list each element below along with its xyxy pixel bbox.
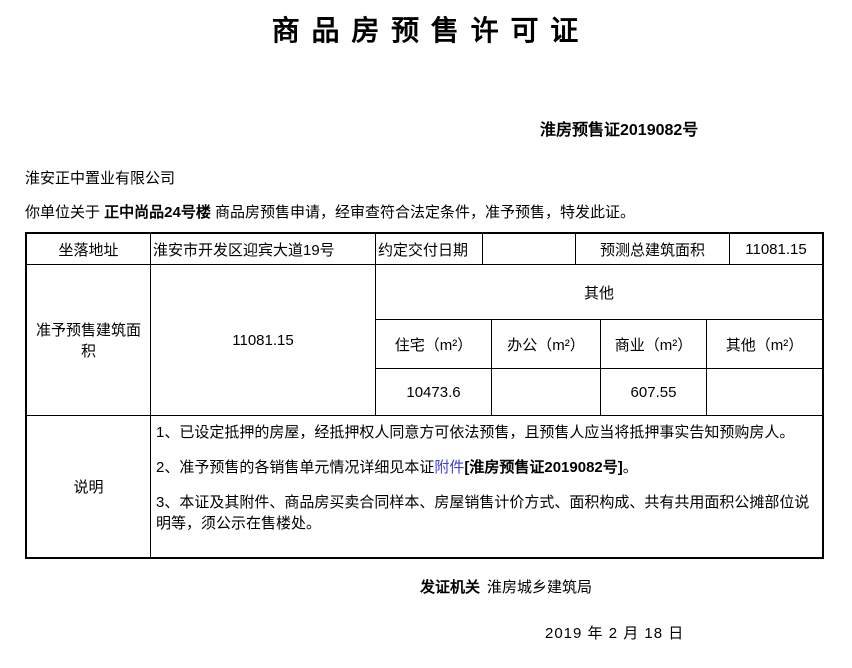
notes-content: 1、已设定抵押的房屋，经抵押权人同意方可依法预售，且预售人应当将抵押事实告知预购… bbox=[150, 416, 822, 557]
company-name: 淮安正中置业有限公司 bbox=[25, 170, 176, 187]
issue-date: 2019 年 2 月 18 日 bbox=[545, 625, 685, 642]
page-title: 商 品 房 预 售 许 可 证 bbox=[271, 15, 581, 46]
commercial-value-cell: 607.55 bbox=[600, 369, 706, 415]
cert-number: 淮房预售证2019082号 bbox=[540, 122, 699, 139]
note-2-cert-ref: [淮房预售证2019082号] bbox=[464, 458, 623, 476]
intro-prefix: 你单位关于 bbox=[25, 204, 105, 221]
address-value-cell: 淮安市开发区迎宾大道19号 bbox=[150, 234, 375, 264]
attachment-link[interactable]: 附件 bbox=[434, 458, 465, 476]
intro-line: 你单位关于 正中尚品24号楼 商品房预售申请，经审查符合法定条件，准予预售，特发… bbox=[25, 201, 635, 222]
delivery-date-label-cell: 约定交付日期 bbox=[375, 234, 482, 264]
intro-building-name: 正中尚品24号楼 bbox=[104, 204, 211, 221]
address-label-cell: 坐落地址 bbox=[58, 241, 119, 259]
approved-area-total-cell: 11081.15 bbox=[150, 265, 375, 415]
note-2-suffix: 。 bbox=[622, 458, 638, 476]
total-area-value-cell: 11081.15 bbox=[729, 234, 822, 264]
permit-table: 坐落地址 淮安市开发区迎宾大道19号 约定交付日期 预测总建筑面积 11081.… bbox=[25, 232, 824, 559]
notes-label-cell: 说明 bbox=[73, 479, 104, 496]
area-column-values: 10473.6 607.55 bbox=[376, 368, 822, 415]
other-column-value-cell bbox=[706, 369, 822, 415]
issuer-line: 发证机关 淮房城乡建筑局 bbox=[420, 576, 592, 597]
issuer-label: 发证机关 bbox=[420, 579, 481, 596]
commercial-header-cell: 商业（m²） bbox=[600, 320, 706, 368]
delivery-date-value-cell bbox=[482, 234, 575, 264]
note-2: 2、准予预售的各销售单元情况详细见本证附件[淮房预售证2019082号]。 bbox=[156, 457, 814, 479]
area-column-headers: 住宅（m²） 办公（m²） 商业（m²） 其他（m²） bbox=[376, 319, 822, 368]
other-column-header-cell: 其他（m²） bbox=[706, 320, 822, 368]
note-2-prefix: 2、准予预售的各销售单元情况详细见本证 bbox=[156, 458, 435, 476]
note-1: 1、已设定抵押的房屋，经抵押权人同意方可依法预售，且预售人应当将抵押事实告知预购… bbox=[156, 424, 795, 441]
area-breakdown: 其他 住宅（m²） 办公（m²） 商业（m²） 其他（m²） 10473.6 6… bbox=[375, 265, 822, 415]
table-row-location: 坐落地址 淮安市开发区迎宾大道19号 约定交付日期 预测总建筑面积 11081.… bbox=[27, 234, 822, 264]
table-section-approved-area: 准予预售建筑面积 11081.15 其他 住宅（m²） 办公（m²） 商业（m²… bbox=[27, 264, 822, 415]
office-value-cell bbox=[491, 369, 600, 415]
approved-area-label-cell: 准予预售建筑面积 bbox=[35, 322, 141, 360]
office-header-cell: 办公（m²） bbox=[491, 320, 600, 368]
intro-suffix: 商品房预售申请，经审查符合法定条件，准予预售，特发此证。 bbox=[210, 204, 636, 221]
total-area-label-cell: 预测总建筑面积 bbox=[575, 234, 729, 264]
other-header-cell: 其他 bbox=[583, 284, 614, 302]
issuer-value: 淮房城乡建筑局 bbox=[487, 579, 593, 596]
note-3: 3、本证及其附件、商品房买卖合同样本、房屋销售计价方式、面积构成、共有共用面积公… bbox=[156, 493, 810, 533]
table-section-notes: 说明 1、已设定抵押的房屋，经抵押权人同意方可依法预售，且预售人应当将抵押事实告… bbox=[27, 415, 822, 557]
residential-value-cell: 10473.6 bbox=[406, 383, 461, 401]
residential-header-cell: 住宅（m²） bbox=[394, 336, 473, 354]
